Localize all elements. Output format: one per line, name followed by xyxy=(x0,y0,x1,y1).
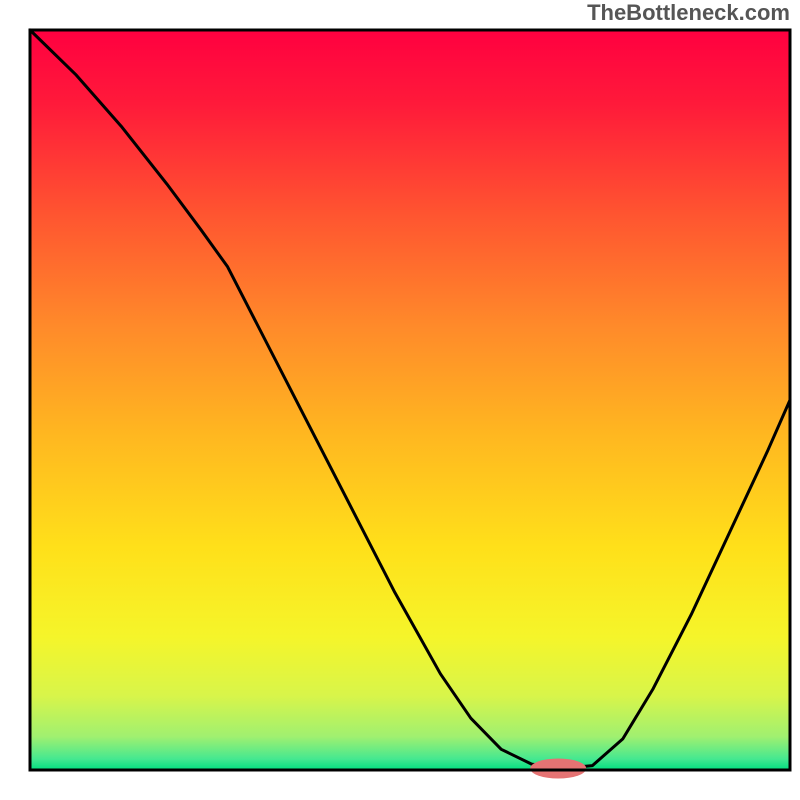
plot-area xyxy=(30,30,790,770)
watermark-text: TheBottleneck.com xyxy=(587,0,790,26)
bottleneck-chart xyxy=(0,0,800,800)
chart-container: TheBottleneck.com xyxy=(0,0,800,800)
